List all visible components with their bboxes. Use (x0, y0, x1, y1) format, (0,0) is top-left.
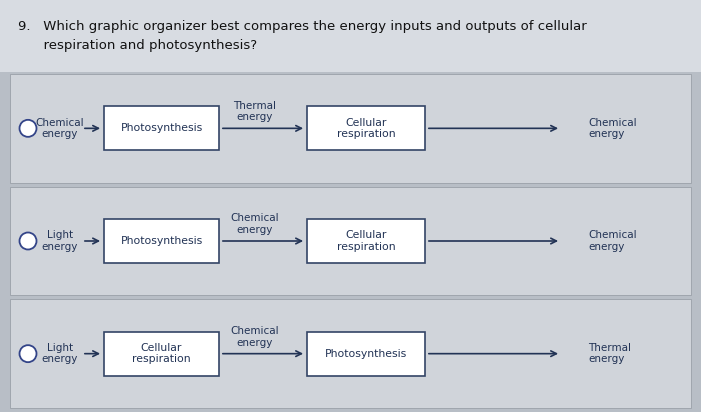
Circle shape (20, 345, 36, 362)
FancyBboxPatch shape (10, 300, 691, 408)
FancyBboxPatch shape (307, 219, 425, 263)
Text: Photosynthesis: Photosynthesis (121, 236, 203, 246)
Text: Photosynthesis: Photosynthesis (325, 349, 407, 359)
FancyBboxPatch shape (10, 74, 691, 183)
FancyBboxPatch shape (104, 106, 219, 150)
FancyBboxPatch shape (0, 0, 701, 72)
Text: Cellular
respiration: Cellular respiration (336, 230, 395, 252)
Text: Thermal
energy: Thermal energy (588, 343, 631, 365)
Text: Chemical
energy: Chemical energy (588, 230, 637, 252)
Text: Light
energy: Light energy (42, 343, 79, 365)
FancyBboxPatch shape (104, 219, 219, 263)
FancyBboxPatch shape (307, 106, 425, 150)
Text: Chemical
energy: Chemical energy (231, 326, 279, 348)
FancyBboxPatch shape (307, 332, 425, 376)
Circle shape (20, 232, 36, 250)
Text: Light
energy: Light energy (42, 230, 79, 252)
Text: Chemical
energy: Chemical energy (231, 213, 279, 235)
Text: Cellular
respiration: Cellular respiration (132, 343, 191, 365)
Circle shape (20, 120, 36, 137)
Text: 9.   Which graphic organizer best compares the energy inputs and outputs of cell: 9. Which graphic organizer best compares… (18, 20, 587, 52)
FancyBboxPatch shape (10, 187, 691, 295)
Text: Photosynthesis: Photosynthesis (121, 123, 203, 133)
Text: Chemical
energy: Chemical energy (588, 117, 637, 139)
FancyBboxPatch shape (104, 332, 219, 376)
Text: Chemical
energy: Chemical energy (36, 117, 84, 139)
Text: Thermal
energy: Thermal energy (233, 101, 276, 122)
Text: Cellular
respiration: Cellular respiration (336, 117, 395, 139)
